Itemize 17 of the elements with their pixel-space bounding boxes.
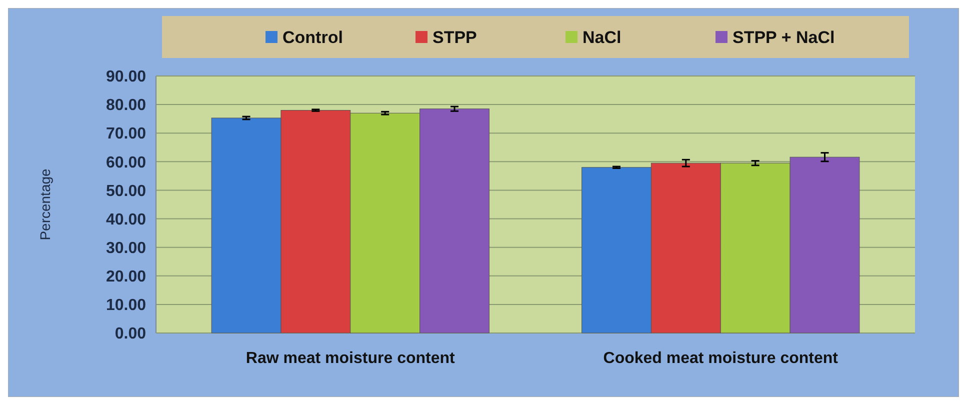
y-tick-label: 70.00 <box>106 126 146 143</box>
legend-label: STPP <box>432 28 477 47</box>
y-tick-label: 30.00 <box>106 240 146 257</box>
y-axis-title: Percentage <box>37 168 53 240</box>
legend-label: STPP + NaCl <box>732 28 835 47</box>
y-tick-label: 10.00 <box>106 297 146 314</box>
y-tick-label: 90.00 <box>106 68 146 86</box>
legend-label: NaCl <box>582 28 622 47</box>
y-tick-label: 80.00 <box>106 97 146 114</box>
y-tick-label: 40.00 <box>106 211 146 228</box>
x-tick-label: Raw meat moisture content <box>246 350 456 367</box>
y-tick-label: 60.00 <box>106 154 146 172</box>
y-tick-label: 20.00 <box>106 268 146 286</box>
x-tick-label: Cooked meat moisture content <box>603 350 839 367</box>
legend-label: Control <box>282 28 343 47</box>
y-tick-label: 50.00 <box>106 182 146 200</box>
y-tick-label: 0.00 <box>114 326 146 343</box>
